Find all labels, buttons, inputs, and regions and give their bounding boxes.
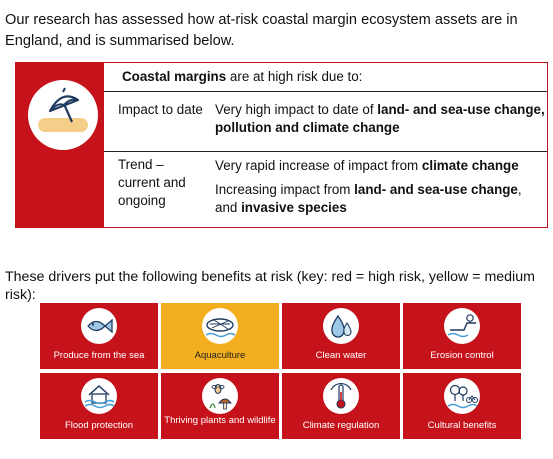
benefit-tile-erosion-control: Erosion control xyxy=(403,303,521,369)
benefit-label: Erosion control xyxy=(430,350,494,361)
impact-text-drivers: land- and sea-use change, pollution and … xyxy=(215,102,545,135)
intro-text: Our research has assessed how at-risk co… xyxy=(5,12,518,49)
coastal-cliff-icon xyxy=(444,308,480,344)
impact-text-lead: Very high impact to date of xyxy=(215,102,378,117)
impact-label: Impact to date xyxy=(118,102,203,117)
risk-summary-card: Coastal margins are at high risk due to:… xyxy=(15,62,548,228)
trend-line-2-lead: Increasing impact from xyxy=(215,182,355,197)
risk-heading: Coastal margins are at high risk due to: xyxy=(122,69,362,84)
fish-icon xyxy=(81,308,117,344)
trend-row: Trend – current and ongoing Very rapid i… xyxy=(104,151,547,227)
risk-icon-panel xyxy=(16,63,104,227)
benefit-tile-thriving-plants-wildlife: Thriving plants and wildlife xyxy=(161,373,279,439)
trend-line-1-lead: Very rapid increase of impact from xyxy=(215,158,422,173)
risk-heading-rest: are at high risk due to: xyxy=(226,69,363,84)
trend-line-1: Very rapid increase of impact from clima… xyxy=(215,157,545,175)
benefit-tile-flood-protection: Flood protection xyxy=(40,373,158,439)
benefit-tiles: Produce from the sea Aquaculture Clean w… xyxy=(40,303,521,443)
aquaculture-net-icon xyxy=(202,308,238,344)
benefit-label: Cultural benefits xyxy=(427,420,497,431)
trend-line-2-driver-a: land- and sea-use change xyxy=(354,182,518,197)
benefit-tile-clean-water: Clean water xyxy=(282,303,400,369)
benefits-intro: These drivers put the following benefits… xyxy=(5,269,535,303)
thermometer-icon xyxy=(323,378,359,414)
umbrella-beach-icon xyxy=(28,80,98,150)
trend-line-2: Increasing impact from land- and sea-use… xyxy=(215,181,545,217)
benefit-label: Flood protection xyxy=(64,420,134,431)
risk-heading-subject: Coastal margins xyxy=(122,69,227,84)
trees-bicycle-icon xyxy=(444,378,480,414)
benefit-label: Thriving plants and wildlife xyxy=(164,415,276,426)
benefit-label: Produce from the sea xyxy=(53,350,145,361)
benefit-label: Clean water xyxy=(315,350,367,361)
impact-text: Very high impact to date of land- and se… xyxy=(215,101,545,137)
benefit-tile-aquaculture: Aquaculture xyxy=(161,303,279,369)
risk-table: Coastal margins are at high risk due to:… xyxy=(104,63,547,227)
benefit-label: Climate regulation xyxy=(302,420,380,431)
trend-line-2-driver-b: invasive species xyxy=(241,200,347,215)
bee-mushroom-icon xyxy=(202,378,238,414)
flooded-house-icon xyxy=(81,378,117,414)
benefit-tile-produce-from-sea: Produce from the sea xyxy=(40,303,158,369)
benefit-tile-climate-regulation: Climate regulation xyxy=(282,373,400,439)
benefit-tile-cultural-benefits: Cultural benefits xyxy=(403,373,521,439)
trend-line-1-driver: climate change xyxy=(421,158,519,173)
trend-line-2-join: , and xyxy=(215,182,522,215)
trend-label: Trend – current and ongoing xyxy=(118,157,186,208)
impact-row: Impact to date Very high impact to date … xyxy=(104,91,547,152)
water-drop-icon xyxy=(323,308,359,344)
risk-table-header: Coastal margins are at high risk due to: xyxy=(104,63,547,92)
benefit-label: Aquaculture xyxy=(194,350,246,361)
